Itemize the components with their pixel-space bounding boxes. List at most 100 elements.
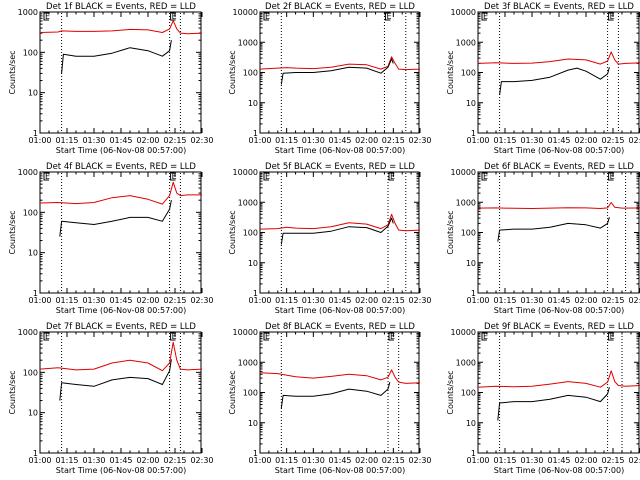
y-tick-label: 10 xyxy=(28,409,38,418)
x-tick-label: 01:15 xyxy=(493,296,516,305)
x-tick-label: 01:15 xyxy=(55,456,78,465)
marker-bracket xyxy=(481,172,487,181)
panel-title: Det 4f BLACK = Events, RED = LLD xyxy=(46,162,196,172)
x-tick-label: 01:30 xyxy=(82,296,105,305)
x-tick-label: 02:00 xyxy=(574,456,597,465)
x-tick-label: 01:30 xyxy=(82,456,105,465)
x-axis-label: Start Time (06-Nov-08 00:57:00) xyxy=(494,466,624,475)
panel-title: Det 9f BLACK = Events, RED = LLD xyxy=(484,322,634,332)
y-tick-label: 1000 xyxy=(18,168,38,177)
detector-panel: Det 5f BLACK = Events, RED = LLD 01:00 01:… xyxy=(228,162,432,315)
series-events-line xyxy=(59,200,172,237)
x-tick-label: 01:15 xyxy=(275,136,298,145)
x-tick-label: 02:30 xyxy=(190,456,213,465)
marker-letter: E xyxy=(172,172,177,181)
series-events-line xyxy=(497,387,610,421)
y-tick-label: 1 xyxy=(253,289,258,298)
x-axis-label: Start Time (06-Nov-08 00:57:00) xyxy=(275,306,405,315)
marker-bracket xyxy=(608,172,614,181)
x-tick-label: 01:30 xyxy=(82,136,105,145)
x-axis-label: Start Time (06-Nov-08 00:57:00) xyxy=(494,306,624,315)
marker-letter: E xyxy=(172,332,177,341)
x-tick-label: 02:15 xyxy=(382,296,405,305)
y-tick-label: 10 xyxy=(28,249,38,258)
x-tick-label: 01:45 xyxy=(109,456,132,465)
y-tick-label: 10 xyxy=(248,99,258,108)
marker-bracket xyxy=(263,12,269,21)
x-tick-label: 01:00 xyxy=(28,296,51,305)
x-tick-label: 02:00 xyxy=(355,296,378,305)
series-events-line xyxy=(61,40,172,74)
series-events-line xyxy=(280,58,394,85)
series-events-line xyxy=(280,217,394,245)
marker-bracket xyxy=(608,332,614,341)
y-tick-label: 100 xyxy=(23,368,38,377)
x-axis-label: Start Time (06-Nov-08 00:57:00) xyxy=(56,306,186,315)
series-lld-line xyxy=(259,369,421,384)
x-tick-label: 01:15 xyxy=(275,296,298,305)
panel-title: Det 5f BLACK = Events, RED = LLD xyxy=(265,162,415,172)
plot-frame xyxy=(259,331,420,454)
x-tick-label: 01:45 xyxy=(328,136,351,145)
marker-letter: E xyxy=(390,172,395,181)
x-tick-label: 01:45 xyxy=(109,296,132,305)
panel-title: Det 1f BLACK = Events, RED = LLD xyxy=(46,2,196,12)
x-tick-label: 01:45 xyxy=(328,296,351,305)
y-tick-label: 10 xyxy=(466,99,476,108)
marker-letter: E xyxy=(483,332,488,341)
marker-letter: E xyxy=(610,332,615,341)
plot-frame xyxy=(477,331,640,454)
plot-frame xyxy=(477,171,640,294)
detector-panel: Det 3f BLACK = Events, RED = LLD 01:00 01:… xyxy=(446,2,640,155)
panel-title: Det 6f BLACK = Events, RED = LLD xyxy=(484,162,634,172)
y-tick-label: 10 xyxy=(466,419,476,428)
y-tick-label: 1000 xyxy=(18,328,38,337)
marker-bracket xyxy=(170,172,176,181)
x-tick-label: 01:45 xyxy=(547,136,570,145)
x-tick-label: 01:30 xyxy=(302,136,325,145)
x-tick-label: 02:15 xyxy=(601,136,624,145)
series-lld-line xyxy=(39,20,203,35)
x-tick-label: 01:30 xyxy=(520,296,543,305)
x-tick-label: 01:30 xyxy=(520,136,543,145)
marker-bracket xyxy=(43,332,49,341)
marker-bracket xyxy=(384,12,391,21)
y-tick-label: 1000 xyxy=(238,198,258,207)
x-tick-label: 01:30 xyxy=(302,456,325,465)
x-tick-label: 01:45 xyxy=(328,456,351,465)
detector-panel: Det 2f BLACK = Events, RED = LLD 01:00 01:… xyxy=(228,2,432,155)
detector-panel: Det 6f BLACK = Events, RED = LLD 01:00 01:… xyxy=(446,162,640,315)
y-tick-label: 1 xyxy=(253,129,258,138)
y-tick-label: 100 xyxy=(23,48,38,57)
plot-frame xyxy=(39,171,202,294)
series-lld-line xyxy=(477,202,640,209)
marker-bracket xyxy=(388,332,394,341)
marker-letter: E xyxy=(610,172,615,181)
marker-bracket xyxy=(481,12,487,21)
x-tick-label: 01:15 xyxy=(55,296,78,305)
plot-frame xyxy=(259,171,420,294)
series-lld-line xyxy=(477,51,640,65)
x-tick-label: 02:30 xyxy=(408,456,431,465)
panel-title: Det 3f BLACK = Events, RED = LLD xyxy=(484,2,634,12)
y-tick-label: 100 xyxy=(243,229,258,238)
x-tick-label: 02:30 xyxy=(628,136,640,145)
x-tick-label: 01:15 xyxy=(275,456,298,465)
y-tick-label: 10 xyxy=(466,259,476,268)
x-tick-label: 02:00 xyxy=(136,456,159,465)
y-tick-label: 1000 xyxy=(456,198,476,207)
y-tick-label: 1 xyxy=(33,129,38,138)
y-tick-label: 100 xyxy=(461,229,476,238)
y-tick-label: 1000 xyxy=(238,358,258,367)
x-tick-label: 01:00 xyxy=(466,296,489,305)
x-axis-label: Start Time (06-Nov-08 00:57:00) xyxy=(275,466,405,475)
plot-frame xyxy=(259,11,420,134)
marker-letter: E xyxy=(386,12,391,21)
x-tick-label: 01:00 xyxy=(248,136,271,145)
marker-bracket xyxy=(170,332,176,341)
y-tick-label: 100 xyxy=(243,69,258,78)
series-lld-line xyxy=(259,213,421,232)
panel-title: Det 8f BLACK = Events, RED = LLD xyxy=(265,322,415,332)
x-tick-label: 02:15 xyxy=(601,456,624,465)
